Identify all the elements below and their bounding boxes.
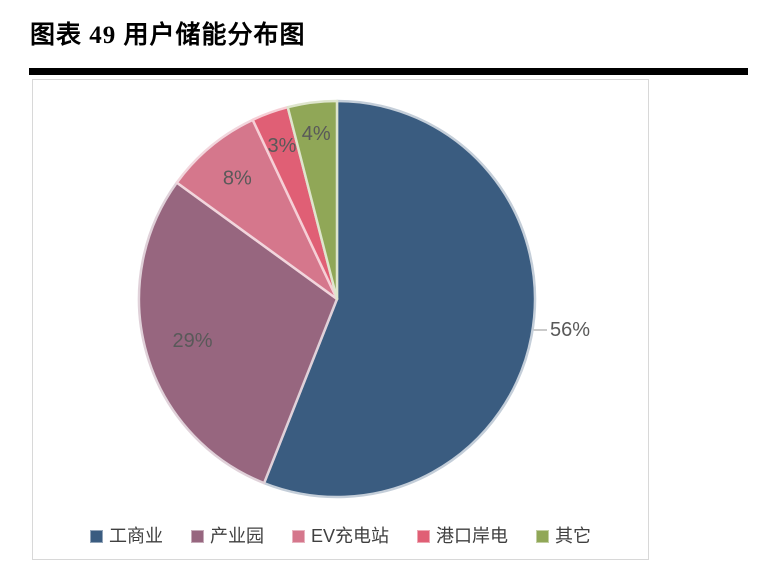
legend-label: 港口岸电 (436, 526, 508, 546)
pie-label-其它: 4% (302, 123, 331, 145)
pie-label-EV充电站: 8% (223, 168, 252, 190)
pie-slice-EV充电站 (175, 118, 339, 301)
legend-label: EV充电站 (310, 526, 389, 546)
legend-marker-icon (417, 529, 430, 543)
chart-frame: 56% 29% 8% 3% 4% 工商业 产业园 EV充电站 港口岸电 其它 (32, 79, 649, 560)
legend-marker-icon (536, 529, 549, 543)
chart-legend: 工商业 产业园 EV充电站 港口岸电 其它 (33, 526, 648, 546)
legend-item-其它: 其它 (536, 526, 591, 546)
legend-marker-icon (190, 529, 204, 543)
legend-label: 产业园 (209, 526, 264, 546)
legend-marker-icon (291, 529, 305, 543)
pie-slice-工商业 (262, 99, 537, 499)
pie-slice-其它 (286, 99, 339, 301)
pie-slice-产业园 (137, 181, 339, 485)
legend-item-工商业: 工商业 (89, 526, 163, 546)
legend-item-港口岸电: 港口岸电 (417, 526, 508, 546)
figure-title: 图表 49 用户储能分布图 (30, 22, 306, 49)
pie-chart: 56% 29% 8% 3%4% (137, 99, 590, 499)
legend-item-EV充电站: EV充电站 (291, 526, 389, 546)
legend-label: 其它 (555, 526, 591, 546)
title-rule (29, 68, 748, 75)
pie-label-港口岸电: 3% (268, 135, 297, 157)
pie-label-产业园: 29% (172, 330, 212, 352)
legend-label: 工商业 (108, 526, 163, 546)
legend-marker-icon (89, 529, 103, 543)
legend-item-产业园: 产业园 (190, 526, 264, 546)
pie-label-工商业: 56% (550, 319, 590, 341)
